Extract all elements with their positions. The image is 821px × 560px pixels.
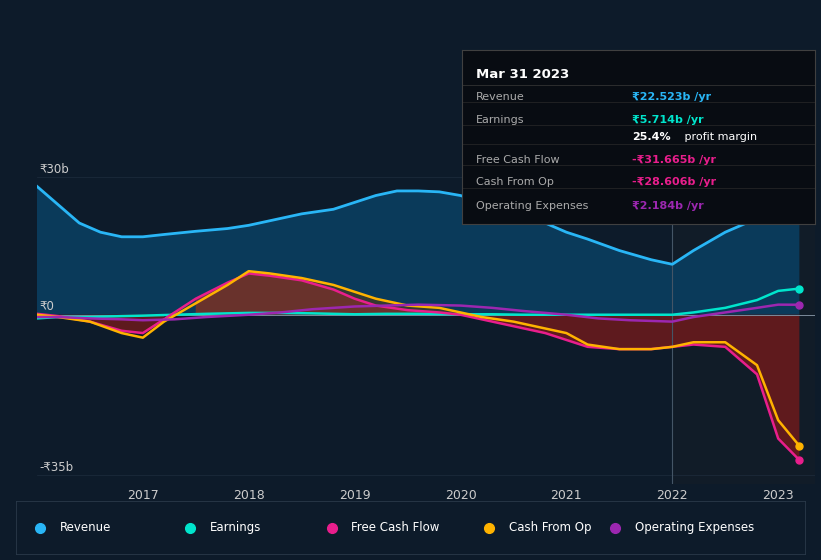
Text: Earnings: Earnings xyxy=(209,521,261,534)
Bar xyxy=(672,168,815,484)
Text: Free Cash Flow: Free Cash Flow xyxy=(476,155,560,165)
Text: Operating Expenses: Operating Expenses xyxy=(635,521,754,534)
Text: ₹30b: ₹30b xyxy=(39,164,69,176)
Text: Revenue: Revenue xyxy=(60,521,111,534)
Text: ₹22.523b /yr: ₹22.523b /yr xyxy=(631,92,711,102)
Text: Earnings: Earnings xyxy=(476,115,525,125)
Text: ₹2.184b /yr: ₹2.184b /yr xyxy=(631,202,704,212)
Text: 25.4%: 25.4% xyxy=(631,132,670,142)
Text: -₹35b: -₹35b xyxy=(39,461,73,474)
Text: Mar 31 2023: Mar 31 2023 xyxy=(476,68,570,81)
Text: Operating Expenses: Operating Expenses xyxy=(476,202,589,212)
Text: Cash From Op: Cash From Op xyxy=(476,177,554,187)
Text: profit margin: profit margin xyxy=(681,132,757,142)
Text: Revenue: Revenue xyxy=(476,92,525,102)
Text: Cash From Op: Cash From Op xyxy=(509,521,591,534)
Text: -₹31.665b /yr: -₹31.665b /yr xyxy=(631,155,716,165)
Text: ₹0: ₹0 xyxy=(39,300,54,314)
Text: -₹28.606b /yr: -₹28.606b /yr xyxy=(631,177,716,187)
Text: ₹5.714b /yr: ₹5.714b /yr xyxy=(631,115,704,125)
Text: Free Cash Flow: Free Cash Flow xyxy=(351,521,440,534)
